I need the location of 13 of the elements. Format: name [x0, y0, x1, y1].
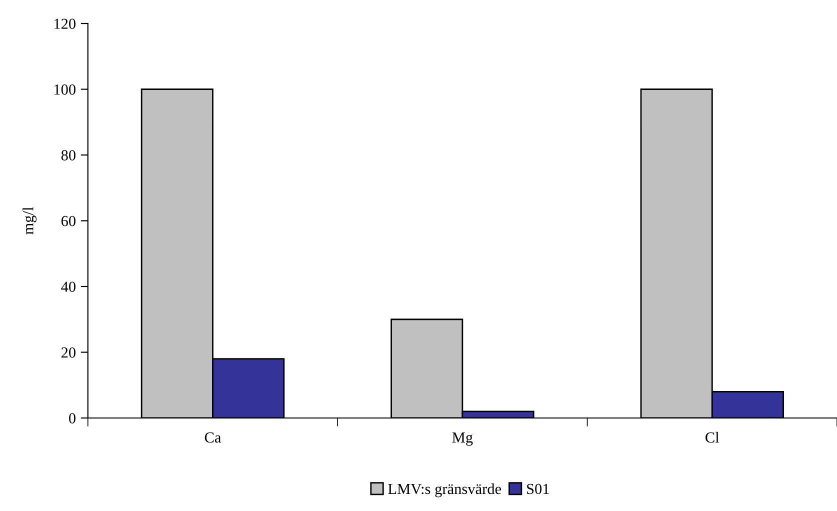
y-tick-label: 80	[61, 150, 76, 160]
legend-label: S01	[527, 484, 549, 494]
x-tick-label: Mg	[452, 432, 473, 446]
x-tick-label: Cl	[706, 432, 720, 443]
y-tick-label: 100	[54, 84, 76, 95]
y-axis-title: mg/l	[22, 207, 36, 234]
legend-label: LMV:s gränsvärde	[388, 483, 502, 498]
y-tick-label: 20	[61, 347, 76, 358]
y-tick-label: 60	[61, 216, 76, 226]
y-tick-label: 40	[61, 282, 76, 292]
y-tick-label: 120	[54, 18, 76, 29]
y-tick-label: 0	[69, 413, 76, 424]
x-tick-label: Ca	[204, 432, 222, 443]
